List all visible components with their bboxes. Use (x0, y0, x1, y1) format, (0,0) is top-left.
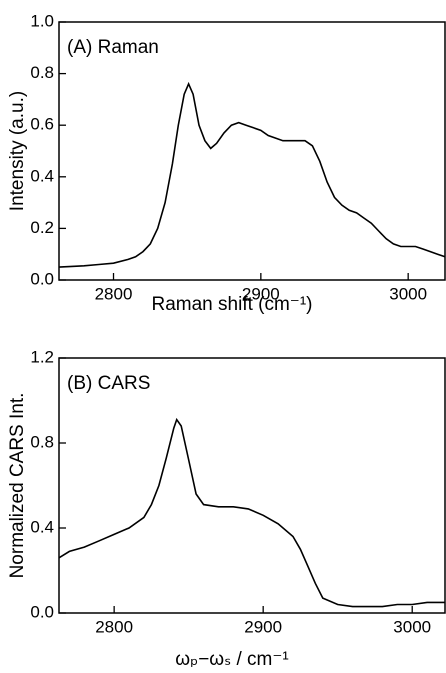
x-axis-label: ωₚ−ωₛ / cm⁻¹ (175, 649, 289, 670)
x-tick-label: 3000 (389, 284, 427, 303)
plot-frame (58, 357, 446, 614)
y-tick-label: 0.8 (30, 432, 54, 451)
y-tick-label: 0.8 (30, 63, 54, 82)
x-tick-label: 2900 (244, 617, 282, 636)
y-tick-label: 1.2 (30, 347, 54, 366)
x-tick-label: 2800 (95, 617, 133, 636)
line (58, 81, 446, 268)
y-tick-label: 0.2 (30, 218, 54, 237)
y-tick-label: 1.0 (30, 11, 54, 30)
annotation: (B) CARS (67, 373, 150, 394)
annotation: (A) Raman (67, 37, 159, 58)
x-tick-label: 2800 (95, 284, 133, 303)
x-tick-label: 2900 (242, 284, 280, 303)
y-axis-label: Intensity (a.u.) (7, 91, 28, 211)
y-tick-label: 0.4 (30, 517, 54, 536)
y-tick-label: 0.0 (30, 602, 54, 621)
y-tick-label: 0.4 (30, 166, 54, 185)
y-tick-label: 0.6 (30, 115, 54, 134)
x-axis-label: Raman shift (cm⁻¹) (152, 294, 313, 315)
y-tick-label: 0.0 (30, 269, 54, 288)
plot-frame (58, 21, 446, 281)
y-axis-label: Normalized CARS Int. (7, 393, 28, 579)
x-tick-label: 3000 (393, 617, 431, 636)
line (58, 417, 445, 608)
